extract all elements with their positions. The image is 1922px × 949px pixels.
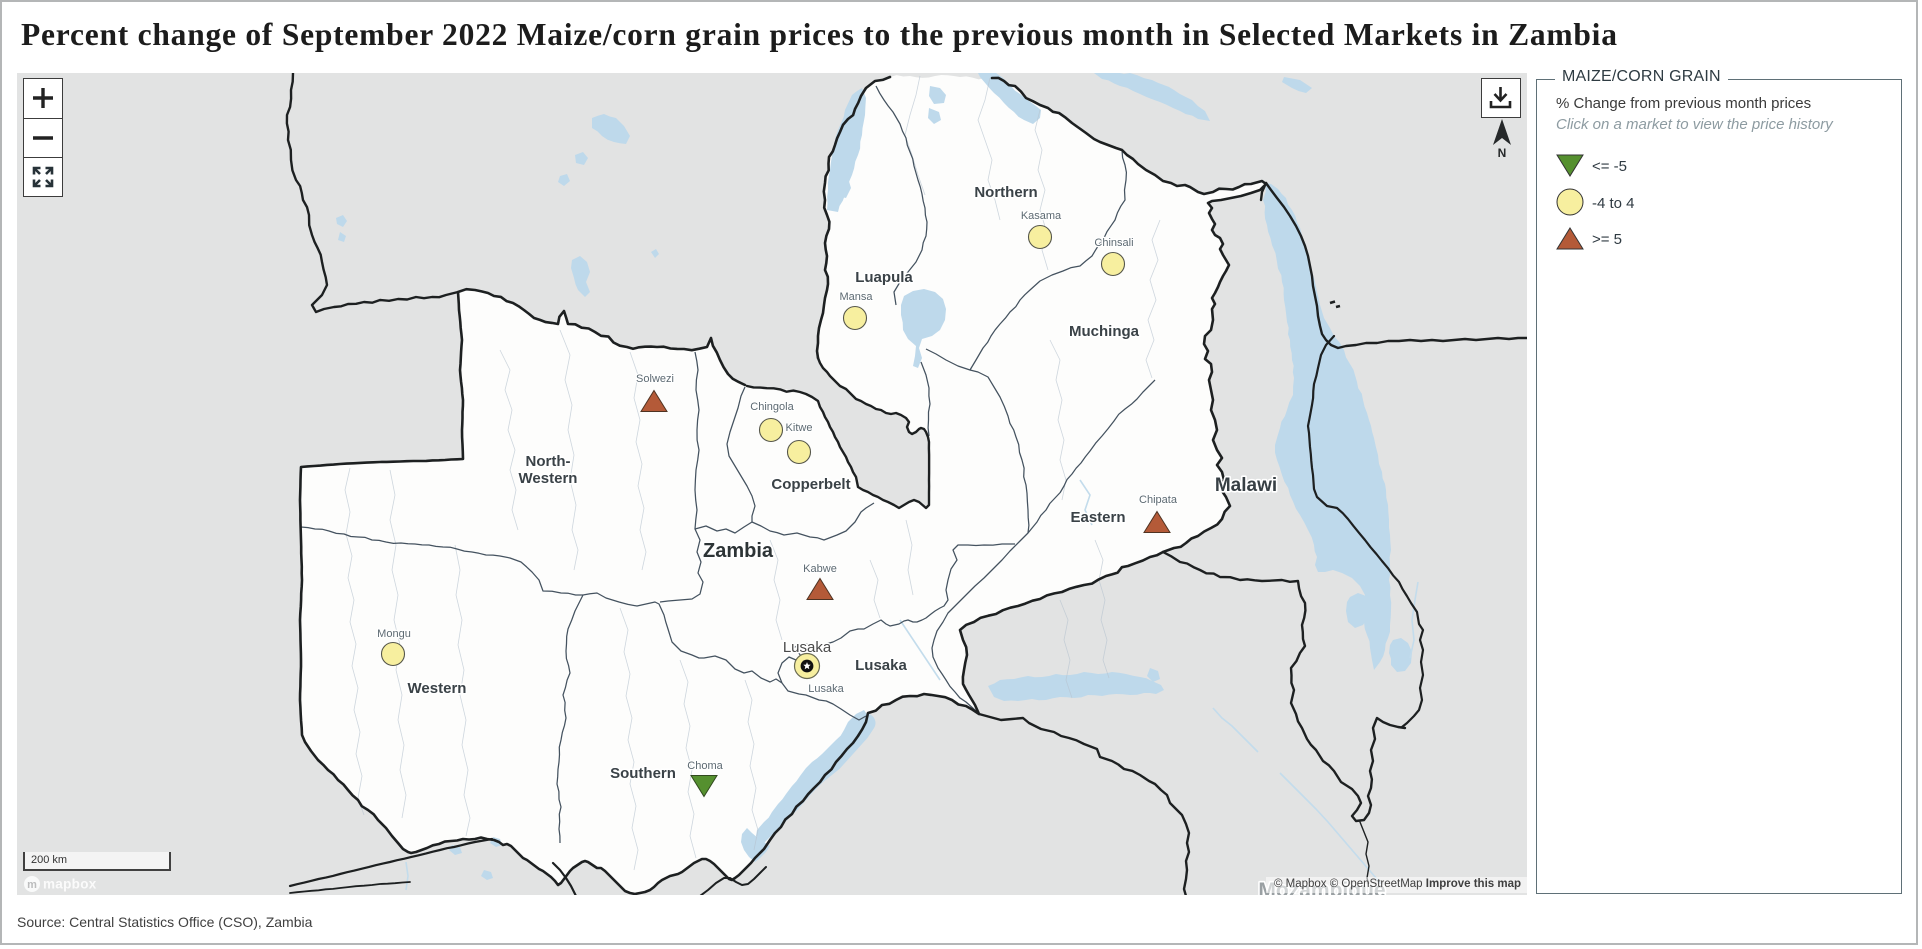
svg-text:Lusaka: Lusaka (783, 639, 832, 656)
svg-text:Copperbelt: Copperbelt (771, 476, 850, 493)
svg-text:Luapula: Luapula (855, 269, 913, 286)
svg-text:Mansa: Mansa (839, 291, 873, 303)
svg-text:Choma: Choma (687, 760, 723, 772)
svg-text:Northern: Northern (974, 184, 1037, 201)
svg-text:Malawi: Malawi (1215, 475, 1277, 496)
svg-text:Solwezi: Solwezi (636, 373, 674, 385)
svg-text:Muchinga: Muchinga (1069, 323, 1140, 340)
svg-text:Lusaka: Lusaka (808, 683, 844, 695)
svg-text:Chingola: Chingola (750, 401, 794, 413)
svg-text:Western: Western (519, 470, 578, 487)
svg-text:m: m (27, 879, 37, 891)
svg-text:Chinsali: Chinsali (1094, 237, 1133, 249)
svg-text:Kitwe: Kitwe (786, 422, 813, 434)
svg-text:Mongu: Mongu (377, 628, 411, 640)
svg-text:mapbox: mapbox (43, 877, 97, 892)
svg-text:Kasama: Kasama (1021, 210, 1062, 222)
svg-text:Southern: Southern (610, 765, 676, 782)
svg-text:North-: North- (526, 453, 571, 470)
svg-text:Western: Western (408, 680, 467, 697)
svg-text:Zambia: Zambia (703, 540, 774, 562)
svg-text:N: N (1498, 146, 1507, 159)
svg-text:Chipata: Chipata (1139, 494, 1178, 506)
svg-text:Kabwe: Kabwe (803, 563, 837, 575)
svg-text:Eastern: Eastern (1070, 509, 1125, 526)
svg-text:Lusaka: Lusaka (855, 657, 907, 674)
